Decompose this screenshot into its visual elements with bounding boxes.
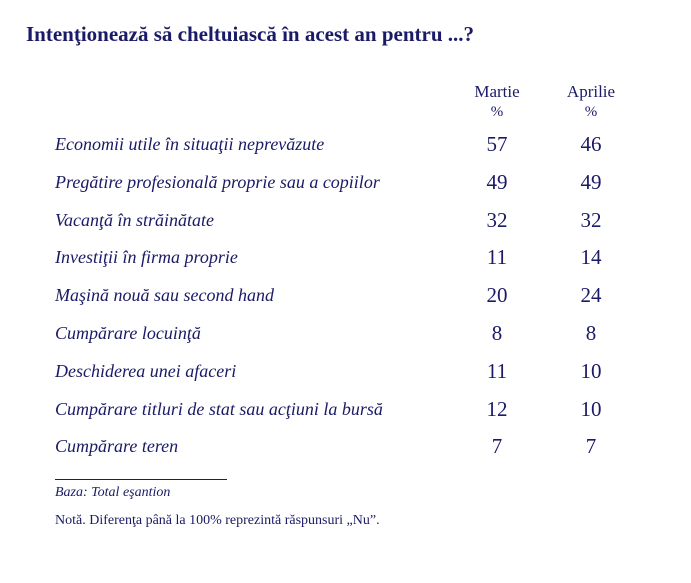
value-martie: 12 (486, 396, 508, 421)
row-label: Investiţii în firma proprie (55, 247, 238, 268)
column-header-aprilie: Aprilie % (551, 82, 631, 122)
value-martie: 57 (486, 132, 508, 156)
table-row: Cumpărare titluri de stat sau acţiuni la… (0, 392, 691, 430)
column-header-label: Aprilie (566, 82, 616, 101)
table-row: Pregătire profesională proprie sau a cop… (0, 165, 691, 203)
table-row: Vacanţă în străinătate 32 32 (0, 203, 691, 241)
row-label: Economii utile în situaţii neprevăzute (55, 134, 325, 154)
value-martie: 20 (486, 283, 508, 308)
column-header-label: Martie (474, 82, 520, 101)
table-row: Maşină nouă sau second hand 20 24 (0, 278, 691, 316)
footnote-base: Baza: Total eşantion (55, 485, 171, 500)
value-aprilie: 10 (580, 358, 602, 383)
value-martie: 11 (486, 358, 508, 383)
row-label: Maşină nouă sau second hand (55, 285, 274, 306)
footnote-divider (55, 479, 227, 480)
value-aprilie: 10 (580, 396, 602, 421)
row-label: Cumpărare titluri de stat sau acţiuni la… (55, 398, 383, 419)
value-aprilie: 14 (580, 245, 602, 270)
column-header-martie: Martie % (457, 82, 537, 122)
value-aprilie: 49 (580, 169, 602, 194)
value-aprilie: 7 (585, 434, 597, 459)
row-label: Deschiderea unei afaceri (55, 360, 237, 381)
table-row: Deschiderea unei afaceri 11 10 (0, 354, 691, 392)
value-aprilie: 8 (585, 320, 597, 345)
row-label: Vacanţă în străinătate (55, 209, 214, 230)
value-martie: 49 (486, 169, 508, 194)
value-martie: 11 (486, 245, 508, 270)
value-aprilie: 24 (580, 283, 602, 308)
value-martie: 32 (486, 207, 508, 232)
footnote-note: Notă. Diferenţa până la 100% reprezintă … (55, 513, 380, 528)
value-aprilie: 46 (580, 132, 602, 156)
table-row: Cumpărare teren 7 7 (0, 429, 691, 467)
value-martie: 8 (491, 320, 503, 345)
table-row: Economii utile în situaţii neprevăzute 5… (0, 127, 691, 165)
table-row: Investiţii în firma proprie 11 14 (0, 240, 691, 278)
column-header-unit: % (490, 104, 504, 120)
row-label: Cumpărare teren (55, 436, 179, 457)
page-title: Intenţionează să cheltuiască în acest an… (26, 22, 474, 46)
value-aprilie: 32 (580, 207, 602, 232)
row-label: Cumpărare locuinţă (55, 322, 201, 343)
value-martie: 7 (491, 434, 503, 459)
table-row: Cumpărare locuinţă 8 8 (0, 316, 691, 354)
column-header-unit: % (584, 104, 598, 120)
data-table: Economii utile în situaţii neprevăzute 5… (0, 127, 691, 467)
row-label: Pregătire profesională proprie sau a cop… (55, 171, 380, 192)
